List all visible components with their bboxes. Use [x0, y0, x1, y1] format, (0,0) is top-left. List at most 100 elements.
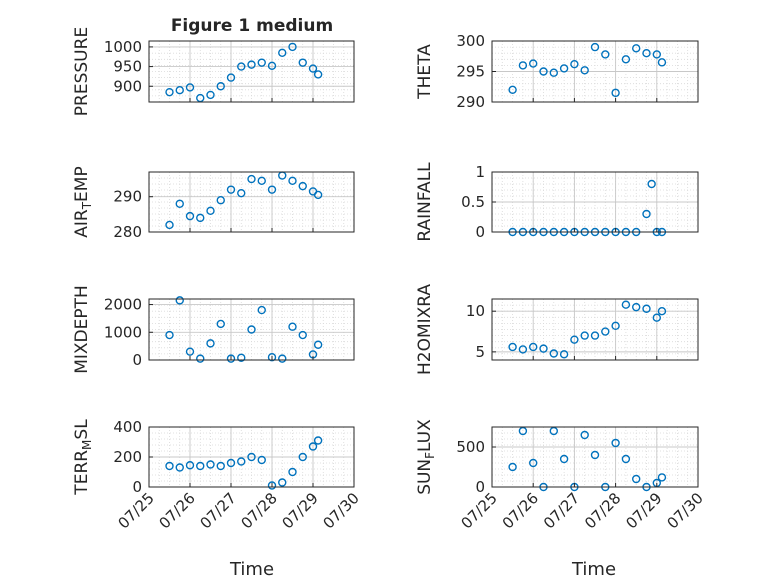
pressure-data-point — [226, 73, 236, 82]
terr-msl-xtick-label: 07/29 — [279, 489, 322, 532]
h2omixra-data-point — [518, 345, 528, 354]
mixdepth-data-point — [185, 347, 195, 356]
sun-flux-xtick-label: 07/30 — [664, 489, 707, 532]
air-temp-data-point — [206, 206, 215, 216]
mixdepth-data-point — [216, 319, 225, 329]
figure-title: Figure 1 medium — [171, 16, 333, 36]
pressure-data-point — [257, 58, 266, 67]
h2omixra-data-point — [529, 342, 538, 352]
air-temp-data-point — [185, 211, 195, 221]
air-temp-data-point — [288, 176, 297, 186]
sun-flux-ytick-label: 500 — [456, 438, 485, 456]
terr-msl-data-point — [206, 460, 215, 469]
terr-msl-xtick-label: 07/26 — [156, 489, 199, 532]
pressure-data-point — [237, 62, 246, 71]
h2omixra-data-point — [570, 335, 579, 344]
theta-data-point — [529, 59, 538, 68]
pressure-data-point — [313, 70, 323, 79]
pressure-ylabel: PRESSURE — [72, 27, 92, 116]
sun-flux-data-point — [580, 430, 589, 440]
pressure-data-point — [278, 48, 287, 58]
theta-data-point — [652, 50, 661, 59]
terr-msl-data-point — [237, 457, 246, 466]
pressure-axes-frame — [148, 40, 355, 103]
terr-msl-ytick-label: 200 — [113, 448, 142, 466]
sun-flux-xtick-label: 07/26 — [499, 489, 542, 532]
h2omixra-data-point — [580, 331, 589, 340]
sun-flux-data-point — [590, 450, 600, 460]
air-temp-data-point — [257, 176, 266, 186]
terr-msl-data-point — [267, 481, 277, 490]
sun-flux-ytick-label: 0 — [475, 478, 485, 496]
mixdepth-data-point — [247, 325, 256, 334]
theta-data-point — [632, 44, 641, 53]
theta-data-point — [657, 58, 667, 67]
air-temp-data-point — [165, 220, 174, 230]
air-temp-data-point — [175, 199, 184, 208]
pressure-data-point — [308, 64, 318, 73]
air-temp-axes-frame — [148, 171, 355, 233]
mixdepth-data-point — [165, 330, 174, 340]
theta-data-point — [580, 66, 589, 75]
h2omixra-ylabel: H2OMIXRA — [415, 284, 435, 375]
pressure-ytick-label: 950 — [113, 58, 142, 76]
h2omixra-data-point — [611, 321, 620, 331]
terr-msl-data-point — [196, 461, 205, 471]
sun-flux-data-point — [559, 454, 569, 464]
sun-flux-data-point — [621, 454, 631, 464]
air-temp-data-point — [196, 213, 205, 223]
air-temp-ytick-label: 290 — [113, 188, 142, 206]
terr-msl-data-point — [313, 436, 323, 445]
theta-ylabel: THETA — [415, 44, 435, 100]
h2omixra-data-point — [601, 327, 610, 336]
air-temp-data-point — [313, 190, 323, 200]
theta-data-point — [590, 42, 600, 52]
terr-msl-data-point — [165, 461, 174, 471]
pressure-data-point — [206, 90, 215, 100]
subplot-h2omixra: 5 10 H2OMIXRA — [415, 284, 699, 375]
sun-flux-data-point — [632, 474, 641, 484]
x-axis-label-left: Time — [229, 559, 274, 580]
h2omixra-data-point — [508, 342, 517, 352]
theta-ytick-label: 300 — [456, 32, 485, 50]
mixdepth-axes-frame — [148, 298, 355, 361]
rainfall-ytick-label: 0.5 — [461, 193, 485, 211]
sun-flux-xtick-label: 07/29 — [622, 489, 665, 532]
mixdepth-data-point — [313, 340, 323, 349]
rainfall-ylabel: RAINFALL — [415, 162, 435, 242]
theta-data-point — [518, 61, 528, 70]
h2omixra-data-point — [559, 350, 569, 359]
sun-flux-ylabel: SUNFLUX — [415, 419, 437, 495]
h2omixra-ytick-label: 5 — [475, 343, 485, 361]
rainfall-data-point — [647, 179, 656, 189]
sun-flux-data-point — [529, 458, 538, 468]
air-temp-ytick-label: 280 — [113, 223, 142, 241]
terr-msl-data-point — [298, 452, 307, 462]
terr-msl-ytick-label: 0 — [132, 478, 142, 496]
sun-flux-xtick-label: 07/27 — [540, 489, 583, 532]
mixdepth-data-point — [196, 354, 205, 363]
subplot-mixdepth: 0 1000 2000 MIXDEPTH — [72, 285, 355, 374]
subplot-terr-msl: 0200400TERRMSL07/2507/2607/2707/2807/290… — [72, 418, 363, 532]
pressure-data-point — [185, 83, 195, 92]
h2omixra-data-point — [549, 349, 558, 358]
h2omixra-data-point — [632, 302, 641, 312]
rainfall-data-point — [642, 209, 651, 219]
terr-msl-xtick-label: 07/27 — [197, 489, 240, 532]
mixdepth-data-point — [267, 353, 277, 362]
mixdepth-data-point — [298, 330, 307, 340]
pressure-ytick-label: 900 — [113, 77, 142, 95]
h2omixra-data-point — [621, 300, 631, 309]
air-temp-ylabel: AIRTEMP — [72, 166, 94, 237]
mixdepth-data-point — [257, 305, 266, 315]
mixdepth-ylabel: MIXDEPTH — [72, 285, 92, 374]
pressure-data-point — [216, 82, 225, 91]
theta-data-point — [559, 64, 569, 73]
mixdepth-ytick-label: 1000 — [104, 323, 142, 341]
terr-msl-ylabel: TERRMSL — [72, 419, 94, 496]
pressure-data-point — [175, 85, 184, 95]
mixdepth-data-point — [206, 339, 215, 348]
